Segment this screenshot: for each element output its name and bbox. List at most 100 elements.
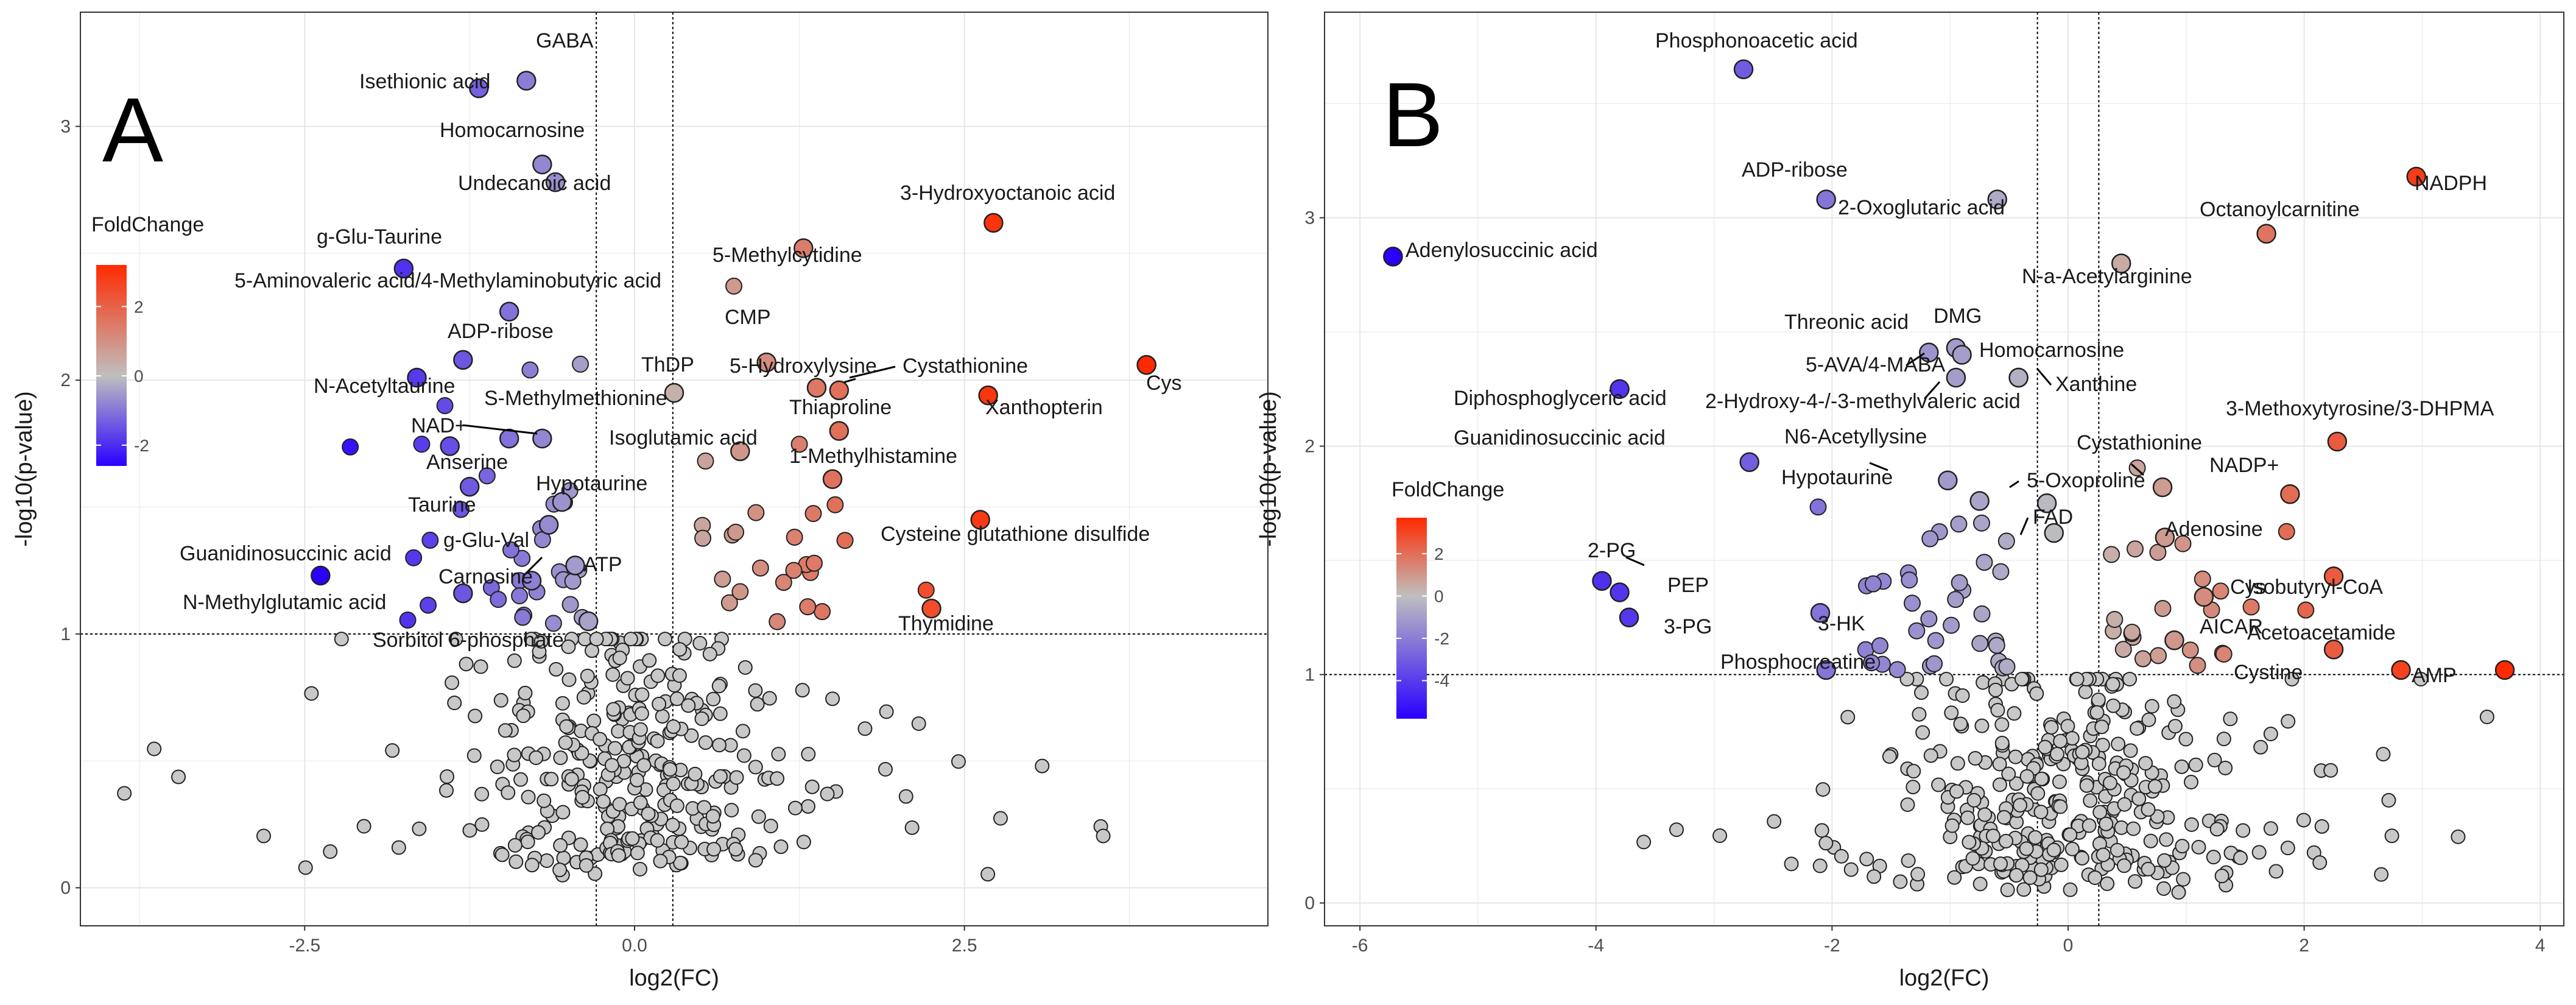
point-label: Octanoylcarnitine — [2200, 198, 2360, 221]
data-point — [1962, 834, 1977, 850]
data-point — [474, 786, 490, 802]
point-label: Isethionic acid — [359, 70, 490, 93]
x-tick-label: -6 — [1352, 936, 1368, 956]
data-point — [697, 800, 712, 815]
data-point — [694, 711, 709, 727]
x-tick-label: -2 — [1824, 936, 1840, 956]
labeled-data-point — [469, 78, 489, 99]
data-point — [2099, 816, 2114, 831]
labeled-data-point — [2155, 527, 2175, 548]
data-point — [672, 642, 688, 657]
point-label: 5-Hydroxylysine — [730, 354, 877, 378]
point-label: Hypotaurine — [536, 472, 647, 495]
data-point — [323, 844, 338, 859]
y-tick-label: 3 — [1304, 208, 1315, 228]
data-point — [2183, 775, 2198, 790]
leader-line — [2036, 368, 2052, 386]
data-point — [606, 702, 621, 717]
data-point — [576, 689, 591, 705]
leader-line — [2019, 517, 2029, 535]
data-point — [724, 803, 739, 818]
labeled-data-point — [1619, 607, 1639, 627]
labeled-data-point — [1952, 345, 1972, 365]
data-point — [1985, 828, 2001, 844]
labeled-data-point — [545, 172, 566, 192]
point-label: Phosphonoacetic acid — [1655, 29, 1858, 52]
legend-tick-label: 0 — [134, 367, 144, 386]
data-point — [1906, 780, 1921, 795]
data-point — [2034, 771, 2049, 786]
data-point — [533, 633, 549, 649]
data-point — [589, 632, 604, 647]
significant-points — [1809, 459, 2315, 679]
data-point — [796, 834, 811, 850]
data-point — [2281, 714, 2296, 729]
data-point — [2174, 759, 2189, 774]
data-point — [304, 686, 319, 701]
data-point — [521, 789, 536, 805]
data-point — [1888, 661, 1906, 679]
data-point — [705, 809, 720, 824]
leader-line — [1625, 556, 1645, 566]
data-point — [586, 713, 602, 728]
data-point — [2312, 855, 2328, 870]
y-tick-label: 3 — [60, 117, 71, 137]
point-label: g-Glu-Taurine — [317, 225, 442, 249]
point-label: 2-Hydroxy-4-/-3-methylvaleric acid — [1705, 390, 2021, 413]
data-point — [2143, 833, 2158, 848]
data-point — [633, 862, 648, 877]
data-point — [1815, 782, 1831, 797]
data-point — [750, 697, 765, 712]
labeled-data-point — [578, 611, 599, 632]
data-point — [513, 772, 529, 787]
data-point — [507, 747, 522, 763]
labeled-data-point — [2256, 224, 2276, 244]
data-point — [2019, 841, 2034, 856]
point-label: Anserine — [426, 451, 508, 474]
data-point — [1871, 637, 1889, 655]
labeled-data-point — [1383, 247, 1403, 267]
data-point — [799, 598, 817, 616]
point-label: FAD — [2033, 506, 2073, 529]
data-point — [857, 721, 873, 736]
data-point — [634, 706, 649, 721]
data-point — [2008, 776, 2024, 791]
data-point — [507, 653, 522, 668]
data-point — [514, 608, 532, 626]
point-label: 3-Hydroxyoctanoic acid — [900, 182, 1115, 205]
data-point — [2110, 842, 2125, 858]
point-label: 2-PG — [1588, 539, 1636, 562]
labeled-data-point — [1610, 582, 1630, 602]
data-point — [1908, 622, 1926, 640]
legend-tick-label: -2 — [1434, 629, 1449, 648]
data-point — [412, 821, 427, 836]
data-point — [1992, 756, 2007, 772]
data-point — [2194, 570, 2211, 588]
data-point — [751, 809, 766, 824]
data-point — [611, 848, 626, 863]
data-point — [2189, 657, 2206, 674]
point-label: Cystine — [2234, 661, 2303, 684]
point-label: NADPH — [2415, 172, 2487, 195]
data-point — [2131, 791, 2147, 806]
data-point — [459, 657, 474, 672]
labeled-data-point — [2323, 566, 2344, 587]
point-label: Hypotaurine — [1781, 466, 1893, 489]
data-point — [727, 523, 745, 541]
data-point — [1951, 574, 1968, 591]
labeled-data-point — [552, 492, 572, 512]
data-point — [731, 583, 749, 601]
legend-tick-label: 0 — [1434, 587, 1444, 606]
data-point — [596, 794, 611, 809]
labeled-data-point — [970, 510, 990, 530]
data-point — [2154, 600, 2172, 618]
data-point — [1947, 591, 1965, 608]
data-point — [2236, 823, 2251, 838]
data-point — [2123, 743, 2138, 758]
data-point — [171, 769, 186, 785]
data-point — [735, 724, 750, 739]
data-point — [593, 781, 608, 797]
legend-colorbar — [1396, 518, 1427, 719]
data-point — [1968, 751, 1983, 766]
y-axis-title: -log10(p-value) — [1256, 391, 1281, 547]
